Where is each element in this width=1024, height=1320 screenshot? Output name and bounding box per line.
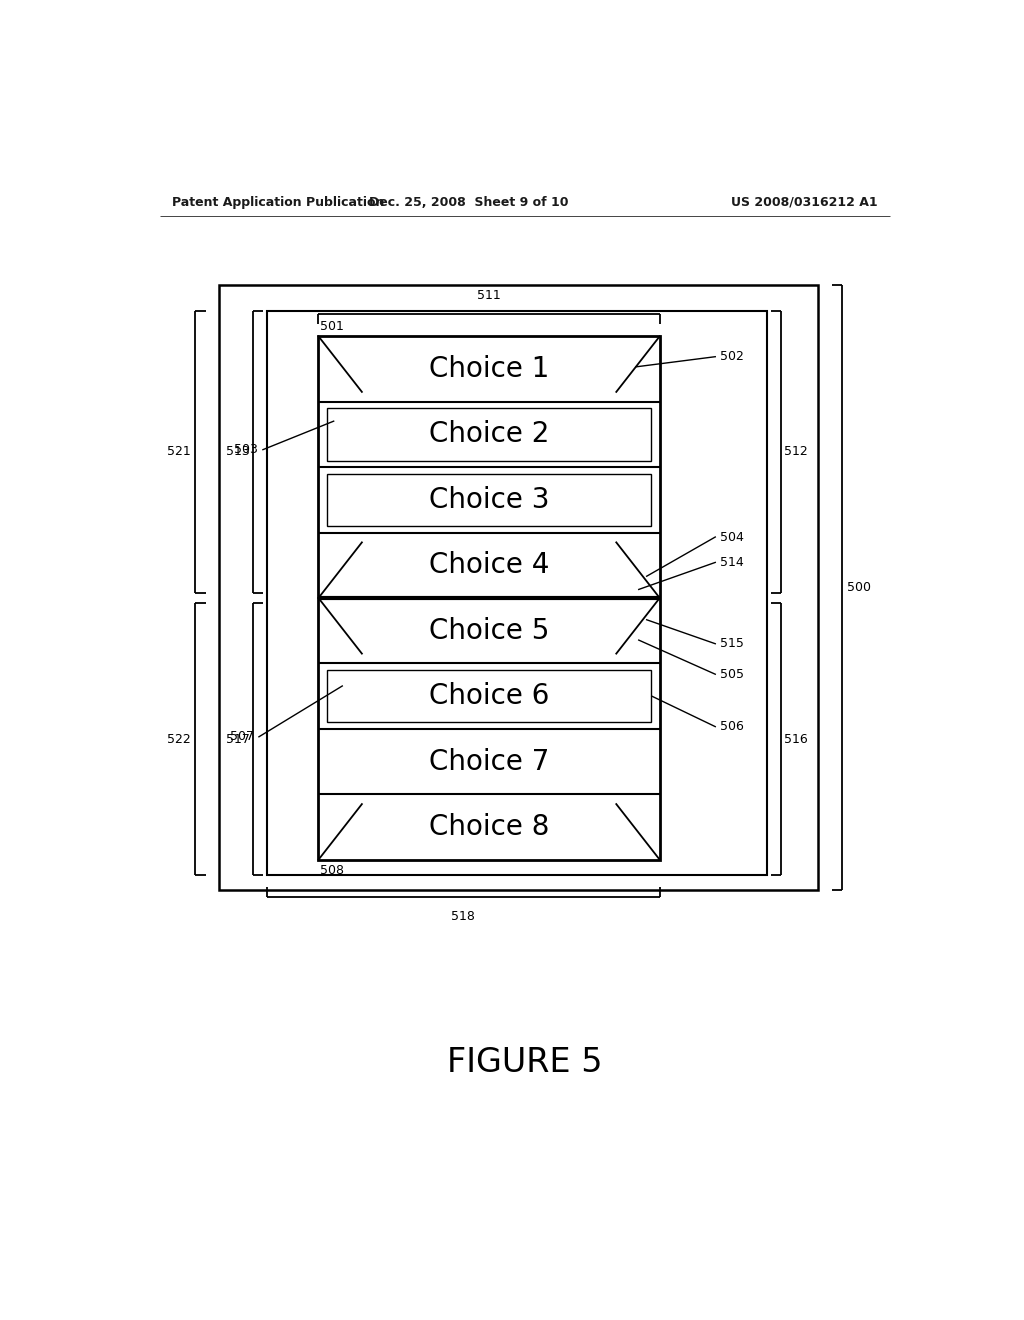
Text: 503: 503	[234, 444, 258, 457]
Text: 516: 516	[784, 733, 808, 746]
Text: 515: 515	[720, 638, 743, 651]
Bar	[327, 408, 651, 461]
Text: Patent Application Publication: Patent Application Publication	[172, 195, 384, 209]
Text: 504: 504	[720, 531, 743, 544]
Bar	[327, 474, 651, 525]
Text: Dec. 25, 2008  Sheet 9 of 10: Dec. 25, 2008 Sheet 9 of 10	[370, 195, 569, 209]
Text: Choice 3: Choice 3	[429, 486, 549, 513]
Text: US 2008/0316212 A1: US 2008/0316212 A1	[731, 195, 878, 209]
Bar	[318, 337, 659, 859]
Text: 514: 514	[720, 556, 743, 569]
Text: Choice 2: Choice 2	[429, 420, 549, 449]
Text: 505: 505	[720, 668, 744, 681]
Text: 508: 508	[321, 863, 344, 876]
Text: 512: 512	[784, 445, 808, 458]
Text: Choice 4: Choice 4	[429, 552, 549, 579]
Bar	[327, 671, 651, 722]
Text: Choice 5: Choice 5	[429, 616, 549, 644]
Text: 501: 501	[321, 321, 344, 333]
Bar	[267, 310, 767, 875]
Text: Choice 8: Choice 8	[429, 813, 549, 841]
Text: FIGURE 5: FIGURE 5	[447, 1047, 602, 1080]
Text: 522: 522	[167, 733, 190, 746]
Text: 511: 511	[477, 289, 501, 302]
Text: 521: 521	[167, 445, 190, 458]
Bar	[219, 285, 818, 890]
Text: Choice 7: Choice 7	[429, 747, 549, 776]
Text: 518: 518	[452, 909, 475, 923]
Text: 506: 506	[720, 721, 743, 733]
Text: 507: 507	[230, 730, 254, 743]
Text: 513: 513	[225, 445, 250, 458]
Text: 517: 517	[225, 733, 250, 746]
Text: Choice 1: Choice 1	[429, 355, 549, 383]
Text: 502: 502	[720, 350, 743, 363]
Text: 500: 500	[847, 581, 871, 594]
Text: Choice 6: Choice 6	[429, 682, 549, 710]
